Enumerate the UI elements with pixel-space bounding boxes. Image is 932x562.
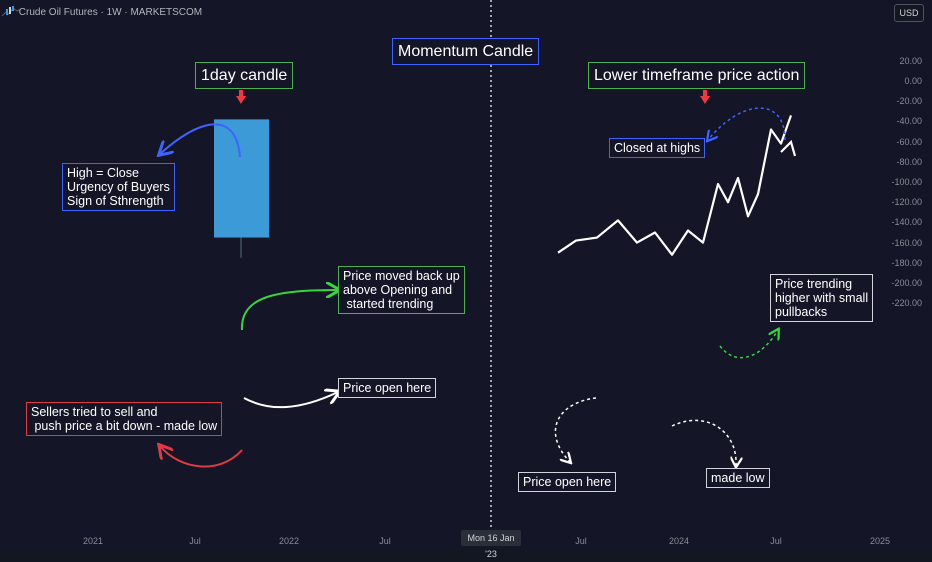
moved-back-note: Price moved back up above Opening and st… [338, 266, 465, 314]
x-tick-label: Jul [189, 536, 201, 546]
trending-arrow [719, 330, 778, 359]
symbol-title: Crude Oil Futures · 1W · MARKETSCOM [18, 7, 203, 18]
candle-label: 1day candle [195, 62, 294, 89]
currency-button[interactable]: USD [894, 4, 924, 22]
made-low-arrow [671, 419, 736, 466]
symbol-header[interactable]: Crude Oil Futures · 1W · MARKETSCOM [6, 6, 202, 18]
open-here-right-note: Price open here [518, 472, 617, 492]
y-tick-label: -180.00 [891, 257, 922, 268]
open-here-left-note: Price open here [338, 378, 437, 398]
high-close-arrow [160, 123, 241, 157]
x-tick-label: 2022 [278, 536, 300, 546]
moved-back-arrow [240, 290, 338, 331]
price-arrowhead [780, 139, 797, 157]
chart-plot [1, 0, 797, 530]
y-tick-label: -20.00 [896, 96, 922, 107]
lower-tf-label: Lower timeframe price action [588, 62, 806, 89]
y-tick-label: -140.00 [891, 217, 922, 228]
chart-title: Momentum Candle [392, 38, 540, 65]
closed-highs-arrow [708, 107, 786, 140]
sellers-note: Sellers tried to sell and push price a b… [26, 402, 223, 436]
y-tick-label: -220.00 [891, 298, 922, 309]
x-tick-label: Jul [770, 536, 782, 546]
sellers-arrow [160, 446, 243, 468]
candle-body [214, 119, 269, 238]
x-tick-label: 2025 [869, 536, 891, 546]
lower-tf-red-arrow [700, 90, 710, 104]
x-crosshair-label: Mon 16 Jan '23 [461, 530, 521, 559]
y-tick-label: -40.00 [896, 116, 922, 127]
candles-icon [6, 6, 14, 16]
y-tick-label: -120.00 [891, 197, 922, 208]
y-tick-label: -160.00 [891, 237, 922, 248]
price-line [557, 114, 793, 256]
open-here-arrow [243, 392, 338, 409]
high-close-note: High = Close Urgency of Buyers Sign of S… [62, 163, 175, 211]
trending-note: Price trending higher with small pullbac… [770, 274, 874, 322]
y-tick-label: 20.00 [899, 55, 922, 66]
open-here-right-arrow [554, 397, 597, 462]
y-tick-label: -60.00 [896, 136, 922, 147]
x-tick-label: 2021 [82, 536, 104, 546]
closed-highs-note: Closed at highs [609, 138, 706, 158]
made-low-note: made low [706, 468, 770, 488]
x-tick-label: 2024 [668, 536, 690, 546]
y-tick-label: 0.00 [904, 76, 922, 86]
y-tick-label: -100.00 [891, 177, 922, 187]
y-tick-label: -80.00 [896, 156, 922, 167]
candle-label-red-arrow [236, 90, 246, 104]
x-tick-label: Jul [575, 536, 587, 546]
y-tick-label: -200.00 [891, 278, 922, 288]
x-tick-label: Jul [379, 536, 391, 546]
